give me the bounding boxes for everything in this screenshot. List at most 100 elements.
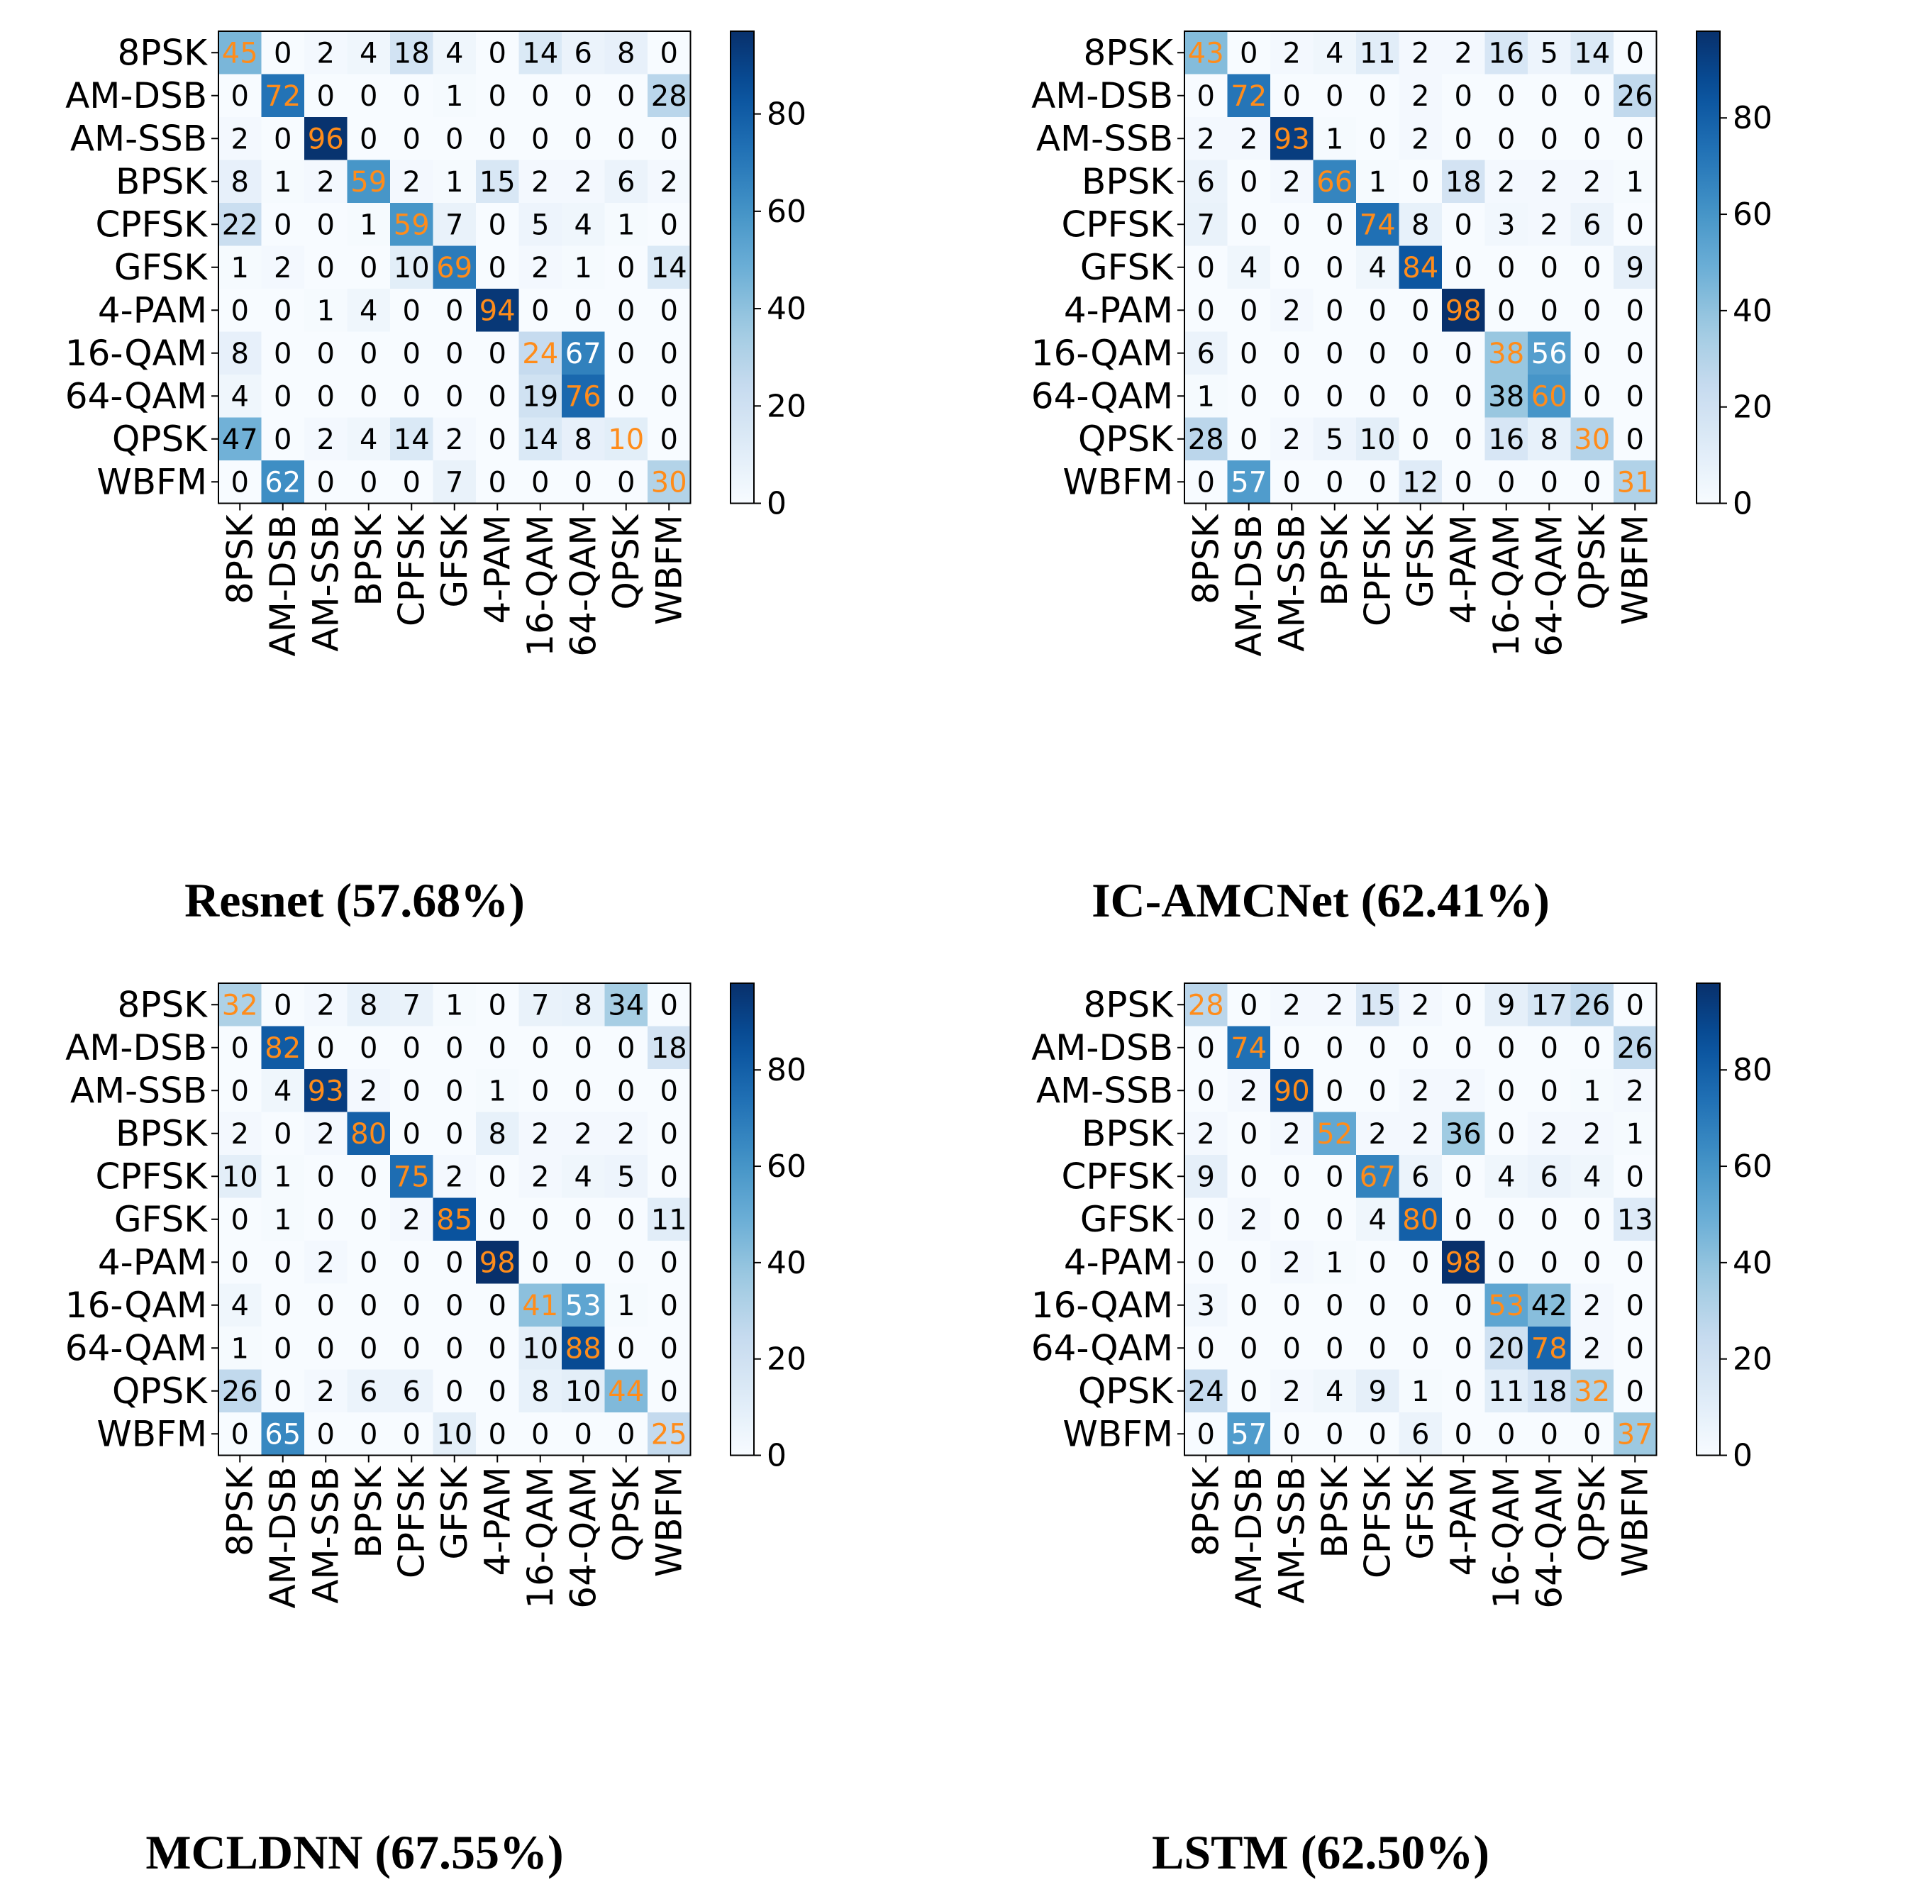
cell-value: 2 [574,166,592,199]
heatmap-cell [1442,289,1485,332]
cell-value: 2 [1240,123,1258,155]
heatmap-cell [562,983,605,1026]
y-tick-label: 16-QAM [65,1285,207,1326]
heatmap-cell [604,1112,648,1156]
x-tick-label: CPFSK [391,514,432,626]
y-tick-label: GFSK [1080,247,1174,288]
heatmap-cell [1356,245,1399,289]
cell-value: 25 [651,1418,687,1451]
colorbar-tick-label: 60 [1733,197,1772,233]
heatmap-cell [218,245,262,289]
heatmap-cell [1399,1327,1443,1370]
heatmap-cell [1184,460,1228,504]
caption-lstm: LSTM (62.50%) [1152,1825,1489,1879]
heatmap-cell [562,1197,605,1241]
heatmap-cell [304,1112,348,1156]
x-tick-label: 8PSK [219,1466,260,1556]
heatmap-cell [390,1412,433,1456]
heatmap-cell [648,1283,691,1327]
heatmap-cell [1442,31,1485,74]
cell-value: 0 [1369,294,1387,327]
heatmap-cell [261,245,305,289]
y-tick-label: WBFM [1062,1413,1173,1454]
cell-value: 8 [574,989,592,1022]
cell-value: 5 [531,209,549,241]
y-tick-label: 16-QAM [1031,333,1173,374]
colorbar-tick-label: 20 [1733,1341,1772,1378]
cell-value: 0 [1197,80,1215,113]
heatmap-cell [347,460,391,504]
x-tick-label: 4-PAM [1443,515,1484,624]
x-tick-label: 8PSK [1185,514,1226,604]
heatmap-cell [390,160,433,204]
cell-value: 2 [1455,1075,1472,1107]
cell-value: 57 [1231,466,1267,499]
heatmap-cell [518,417,562,461]
cell-value: 4 [574,209,592,241]
heatmap-cell [218,1241,262,1284]
cell-value: 0 [1240,1332,1258,1365]
heatmap-cell [1399,203,1443,246]
heatmap-cell [476,1241,519,1284]
heatmap-cell [648,1369,691,1413]
heatmap-cell [1270,1412,1314,1456]
cell-value: 2 [317,1376,335,1408]
heatmap-cell [1184,1241,1228,1284]
cell-value: 0 [403,1032,421,1065]
cell-value: 0 [1583,1418,1601,1451]
heatmap-cell [1570,1197,1614,1241]
heatmap-cell [1442,1197,1485,1241]
panel-lstm: 28 0 2 2 15 2 0 9 17 26 0 0 74 0 0 0 0 0 0 0 0 26 0 2 90 0 0 2 2 0 0 1 2… [966,952,1932,1904]
cell-value: 0 [617,294,635,327]
heatmap-cell [261,1026,305,1070]
x-tick-label: BPSK [348,1466,389,1558]
cell-value: 0 [489,466,506,499]
heatmap-cell [347,1369,391,1413]
heatmap-cell [1528,1026,1571,1070]
heatmap-cell [1270,417,1314,461]
colorbar-tick-label: 40 [767,291,806,327]
heatmap-cell [218,375,262,418]
cell-value: 0 [1540,1075,1558,1107]
cell-value: 28 [651,80,687,113]
cell-value: 6 [617,166,635,199]
cell-value: 53 [565,1290,601,1322]
cell-value: 0 [1197,466,1215,499]
heatmap-cell [562,1069,605,1112]
heatmap-cell [347,331,391,375]
cell-value: 0 [1283,338,1301,370]
heatmap-cell [1227,1026,1271,1070]
heatmap-cell [1614,74,1657,118]
heatmap-cell [1570,1283,1614,1327]
cell-value: 2 [531,166,549,199]
heatmap-cell [433,31,477,74]
heatmap-cell [1614,1241,1657,1284]
x-tick-label: QPSK [606,1466,647,1561]
heatmap-cell [1313,203,1357,246]
heatmap-cell [562,331,605,375]
heatmap-cell [304,117,348,160]
cell-value: 8 [231,338,249,370]
heatmap-cell [562,289,605,332]
cell-value: 22 [222,209,258,241]
y-tick-label: QPSK [1078,419,1174,460]
cell-value: 0 [1326,1418,1343,1451]
heatmap-cell [1442,1241,1485,1284]
cell-value: 1 [231,1332,249,1365]
cell-value: 4 [445,37,463,70]
cell-value: 0 [1455,1204,1472,1236]
cell-value: 0 [1455,338,1472,370]
y-tick-label: WBFM [96,1413,207,1454]
heatmap-cell [562,203,605,246]
heatmap-cell [390,460,433,504]
heatmap-cell [1399,417,1443,461]
heatmap-cell [1399,1369,1443,1413]
heatmap-cell [604,460,648,504]
heatmap-cell [1614,331,1657,375]
cell-value: 24 [522,338,558,370]
cell-value: 0 [231,1075,249,1107]
heatmap-cell [261,1112,305,1156]
heatmap-cell [433,245,477,289]
heatmap-cell [648,203,691,246]
cell-value: 0 [1455,123,1472,155]
